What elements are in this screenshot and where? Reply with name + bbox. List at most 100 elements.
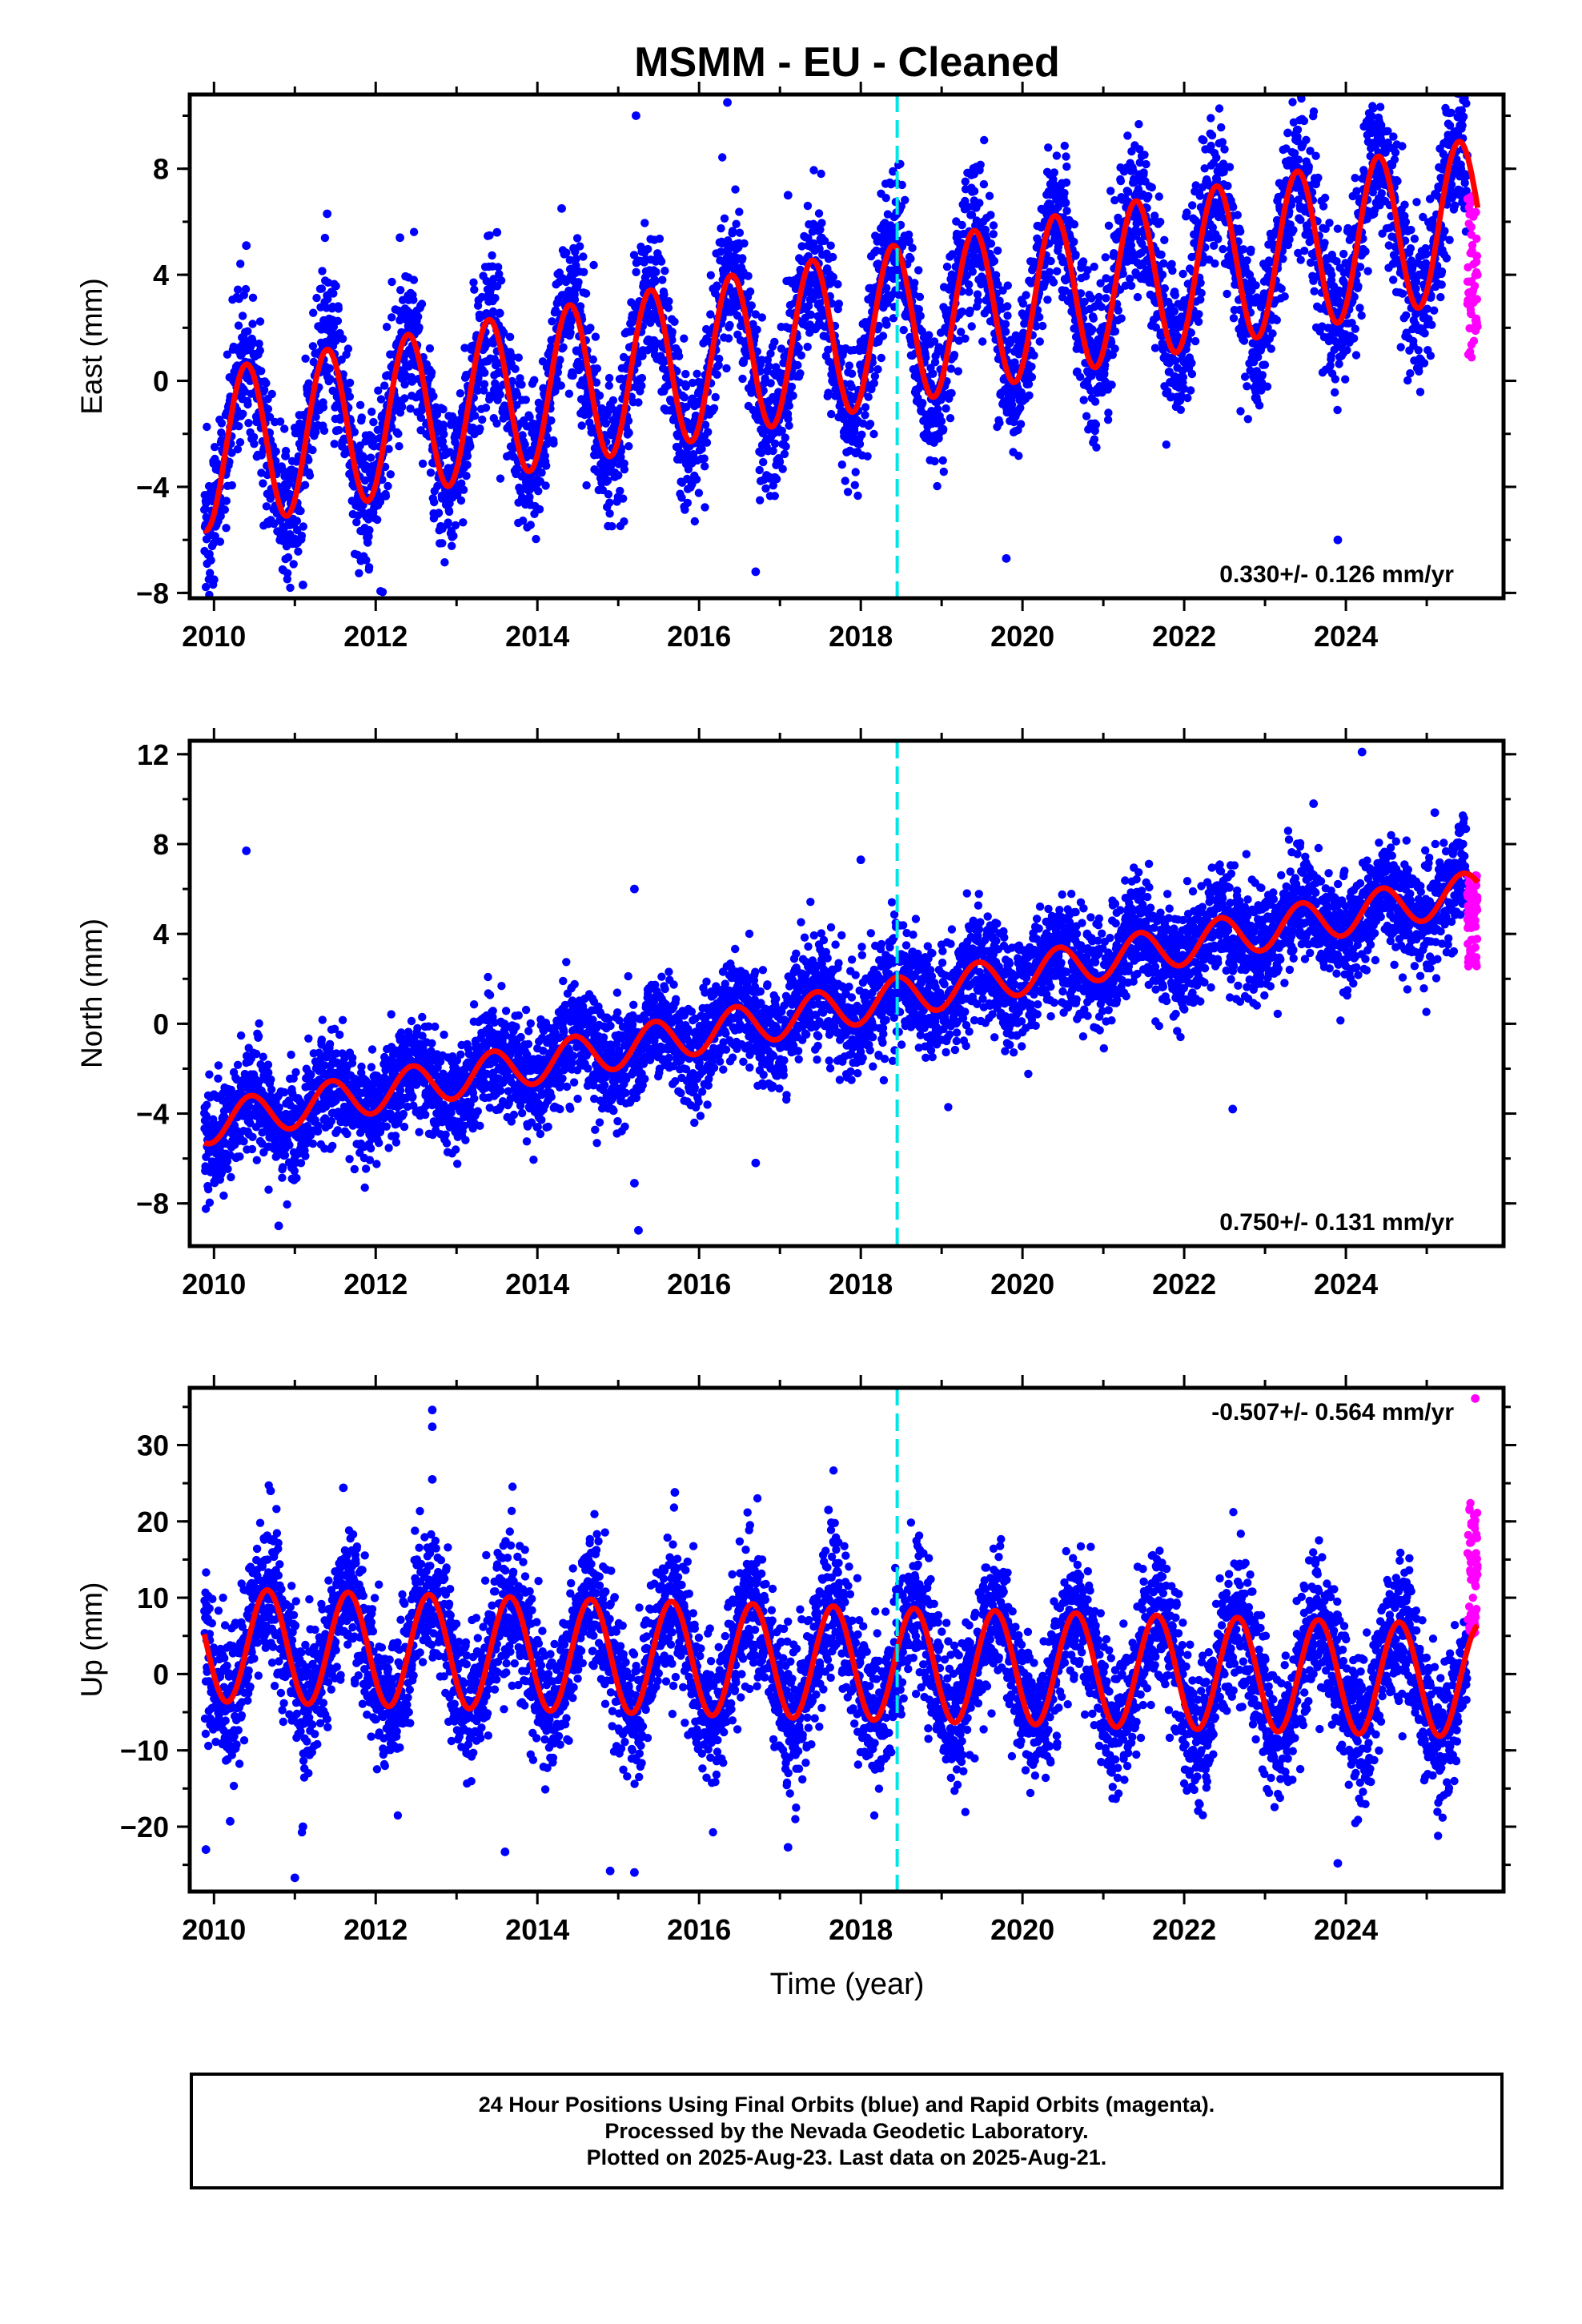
- data-point: [781, 442, 790, 451]
- data-point: [414, 312, 423, 321]
- data-point: [1131, 225, 1141, 235]
- data-point: [516, 374, 524, 383]
- data-point: [775, 457, 785, 466]
- data-point: [1150, 344, 1160, 352]
- data-point: [495, 270, 504, 279]
- data-point: [592, 364, 602, 373]
- data-point: [1142, 159, 1150, 169]
- data-point: [744, 271, 753, 280]
- data-point: [1207, 131, 1217, 140]
- data-point: [1032, 322, 1041, 331]
- data-point: [1027, 372, 1037, 382]
- data-point: [1170, 356, 1180, 365]
- data-point: [1102, 294, 1110, 303]
- data-point: [757, 356, 766, 364]
- data-point: [747, 301, 756, 310]
- data-point: [1191, 336, 1200, 346]
- data-point: [1144, 191, 1153, 201]
- data-point: [580, 267, 588, 276]
- data-point: [1140, 151, 1149, 159]
- data-point: [215, 537, 225, 546]
- data-point: [714, 360, 723, 370]
- data-point: [804, 301, 813, 311]
- data-point: [304, 456, 313, 464]
- data-point: [1003, 281, 1013, 290]
- data-point: [222, 524, 231, 533]
- data-point: [1310, 287, 1319, 296]
- data-point: [1299, 116, 1309, 126]
- data-point: [608, 396, 618, 405]
- data-point: [863, 452, 872, 460]
- data-point: [1156, 217, 1165, 227]
- data-point: [655, 234, 665, 243]
- data-point: [572, 261, 580, 270]
- data-point: [989, 230, 998, 239]
- data-point: [355, 569, 363, 577]
- data-point: [620, 459, 628, 468]
- data-point: [481, 404, 491, 412]
- data-point: [916, 312, 926, 320]
- data-point: [785, 401, 793, 410]
- data-point: [305, 471, 315, 480]
- data-point: [731, 185, 740, 194]
- data-point: [1218, 138, 1227, 147]
- data-point: [1050, 168, 1059, 177]
- data-point: [530, 376, 539, 384]
- data-point: [946, 414, 955, 423]
- data-point: [1160, 235, 1169, 244]
- data-point: [217, 428, 226, 437]
- data-point: [1320, 193, 1330, 203]
- data-point: [433, 481, 442, 491]
- data-point: [250, 440, 259, 448]
- data-point: [1220, 145, 1229, 154]
- data-point: [817, 169, 825, 179]
- data-point: [1049, 278, 1058, 287]
- data-point: [889, 314, 898, 323]
- data-point: [769, 446, 777, 456]
- data-point: [1124, 187, 1133, 196]
- data-point: [511, 364, 520, 373]
- data-point: [381, 492, 391, 501]
- data-point: [236, 259, 245, 268]
- data-point: [1207, 114, 1215, 123]
- data-point: [824, 345, 833, 354]
- data-point: [1217, 123, 1226, 132]
- data-point: [541, 481, 550, 490]
- data-point: [637, 373, 647, 383]
- data-point: [668, 328, 677, 336]
- data-point: [990, 256, 999, 266]
- data-point: [554, 362, 563, 371]
- data-point: [717, 247, 725, 256]
- data-point: [521, 396, 530, 404]
- data-point: [616, 486, 624, 496]
- data-point: [304, 379, 313, 388]
- data-point: [961, 334, 970, 343]
- data-point: [660, 290, 669, 300]
- data-point: [701, 503, 709, 512]
- data-point: [1090, 435, 1099, 444]
- data-point: [1062, 152, 1070, 161]
- data-point: [395, 442, 404, 451]
- data-point: [548, 317, 556, 326]
- data-point: [463, 460, 472, 469]
- data-point: [1223, 181, 1232, 191]
- data-point: [820, 236, 829, 245]
- data-point: [255, 346, 264, 355]
- data-point: [257, 367, 266, 376]
- data-point: [934, 404, 942, 414]
- data-point: [793, 360, 802, 370]
- data-point: [451, 521, 460, 530]
- data-point: [713, 370, 721, 379]
- data-point: [1272, 316, 1282, 324]
- data-point: [976, 160, 985, 169]
- data-point: [359, 453, 368, 462]
- data-point: [369, 417, 378, 427]
- data-point: [1135, 145, 1144, 154]
- data-point: [570, 296, 580, 304]
- data-point: [1083, 266, 1092, 275]
- data-point: [520, 440, 529, 449]
- data-point: [206, 569, 215, 577]
- data-point: [1163, 387, 1172, 396]
- data-point: [280, 424, 289, 433]
- data-point: [1196, 279, 1205, 287]
